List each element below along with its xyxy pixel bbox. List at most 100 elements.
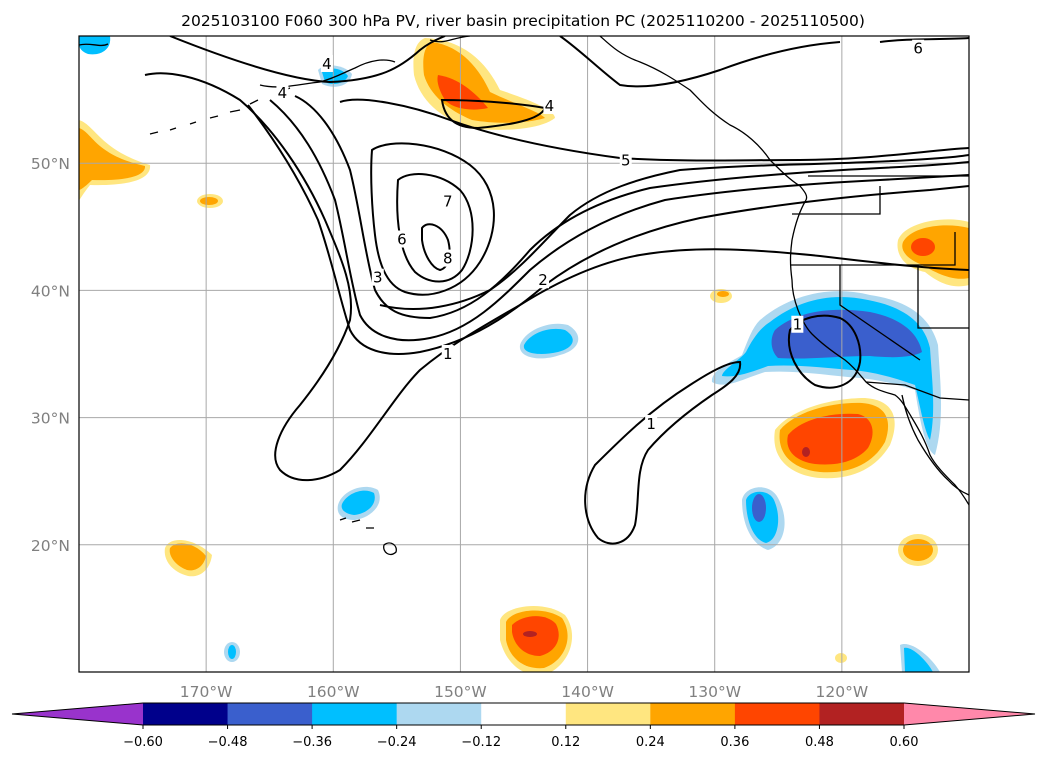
colorbar-segment <box>396 703 482 725</box>
y-tick-labels: 20°N 30°N 40°N 50°N <box>31 155 70 555</box>
colorbar-tick-label: −0.36 <box>292 735 332 750</box>
colorbar-segment <box>227 703 313 725</box>
colorbar-tick-label: −0.12 <box>461 735 501 750</box>
colorbar-segment <box>143 703 229 725</box>
pv-contour-6 <box>370 142 495 296</box>
colorbar-tick-label: −0.24 <box>377 735 417 750</box>
y-tick-label: 30°N <box>31 410 70 428</box>
precip-patch-se-core <box>903 539 933 561</box>
precip-neg-baja-core <box>752 494 766 522</box>
colorbar: −0.60 −0.48 −0.36 −0.24 −0.12 0.12 0.24 0.36 0.4… <box>11 702 1036 750</box>
x-tick-label: 150°W <box>434 683 487 701</box>
pv-contour-label: 7 <box>443 192 453 210</box>
pv-contour-2 <box>247 104 969 355</box>
colorbar-extend-low <box>12 703 143 725</box>
precip-neg-center-core <box>523 328 573 354</box>
colorbar-tick-label: 0.60 <box>890 735 919 750</box>
map-frame <box>78 35 970 673</box>
pv-contour-north-ridge <box>169 36 841 88</box>
coast-baja <box>901 394 969 496</box>
pv-contour-label: 3 <box>373 269 383 287</box>
y-tick-label: 40°N <box>31 282 70 300</box>
precip-neg-dot-core <box>228 645 236 659</box>
coast-alaska <box>79 36 808 201</box>
pv-contour-label: 1 <box>793 316 803 334</box>
colorbar-tick-label: 0.12 <box>551 735 580 750</box>
x-tick-label: 130°W <box>688 683 741 701</box>
pv-contour-label: 2 <box>538 271 548 289</box>
pv-contour-labels: 1 1 1 2 3 4 4 4 5 6 6 7 8 <box>276 39 925 433</box>
aleutian-islands <box>149 87 291 135</box>
pv-contour-3 <box>269 99 969 342</box>
pv-label-bg <box>619 151 632 169</box>
border-ca-nv <box>839 265 921 361</box>
precip-patch-south-max <box>523 631 537 637</box>
precip-patch-south-peak <box>512 616 559 656</box>
pv-label-bg <box>320 54 333 72</box>
colorbar-tick-label: −0.48 <box>208 735 248 750</box>
border-or-ca <box>790 232 956 266</box>
pv-label-bg <box>371 268 384 286</box>
pv-contour-6-north <box>879 37 969 43</box>
colorbar-segment <box>481 703 567 725</box>
pv-contour-label: 1 <box>443 345 453 363</box>
precip-neg-hawaii-core <box>341 490 375 515</box>
precip-patch-nevada-peak <box>911 238 935 256</box>
colorbar-tick-label: 0.24 <box>636 735 665 750</box>
colorbar-segment <box>819 703 905 725</box>
pv-label-bg <box>645 414 658 432</box>
pv-label-bg <box>912 39 925 57</box>
pv-label-bg <box>441 345 454 362</box>
pv-contour-4-alaska <box>440 98 547 130</box>
pv-contours <box>144 36 969 545</box>
colorbar-extend-high <box>904 703 1035 725</box>
pv-contour-4 <box>294 95 969 320</box>
pv-contour-label: 6 <box>397 231 407 249</box>
pv-label-bg <box>543 96 556 114</box>
x-tick-label: 120°W <box>816 683 869 701</box>
colorbar-tick-label: 0.36 <box>720 735 749 750</box>
precip-patch-sw-core <box>169 543 206 571</box>
pv-label-bg <box>441 249 454 267</box>
precip-dot-3 <box>835 653 847 663</box>
pv-contour-1-ca <box>787 314 862 389</box>
pv-contour-label: 5 <box>621 152 631 170</box>
pv-label-bg <box>441 192 454 210</box>
colorbar-segment <box>565 703 651 725</box>
map-content: 1 1 1 2 3 4 4 4 5 6 6 7 8 <box>79 36 969 672</box>
precip-patch-offshore-max <box>802 447 810 457</box>
precip-dot-2-core <box>717 291 729 297</box>
pv-contour-label: 8 <box>443 250 453 268</box>
pv-label-bg <box>791 315 804 333</box>
colorbar-tick-label: 0.48 <box>805 735 834 750</box>
pv-contour-label: 1 <box>646 415 656 433</box>
precip-dot-1-core <box>200 197 218 205</box>
hawaii-islands <box>339 517 397 556</box>
precip-neg-california-core <box>771 309 922 359</box>
pv-contour-1 <box>144 72 969 482</box>
pv-contour-label: 4 <box>322 55 332 73</box>
border-nv-az <box>917 265 969 329</box>
x-tick-labels: 170°W 160°W 150°W 140°W 130°W 120°W <box>180 683 868 701</box>
pv-contour-label: 4 <box>278 84 288 102</box>
pv-label-bg <box>395 230 408 248</box>
colorbar-segment <box>650 703 736 725</box>
pv-label-bg <box>537 271 550 289</box>
colorbar-segment <box>734 703 820 725</box>
pv-contour-label: 6 <box>913 40 923 58</box>
colorbar-tick-label: −0.60 <box>123 735 163 750</box>
x-tick-label: 140°W <box>561 683 614 701</box>
y-tick-label: 50°N <box>31 155 70 173</box>
x-tick-label: 160°W <box>307 683 360 701</box>
border-mexico <box>865 381 969 401</box>
pv-contour-7 <box>396 173 474 283</box>
precip-neg-se-corner-core <box>904 647 933 672</box>
x-tick-label: 170°W <box>180 683 233 701</box>
y-tick-label: 20°N <box>31 537 70 555</box>
pv-contour-label: 4 <box>545 97 555 115</box>
border-wa-or <box>792 186 881 215</box>
pv-contour-1-south <box>584 360 742 545</box>
chart-title: 2025103100 F060 300 hPa PV, river basin … <box>181 12 865 30</box>
pv-label-bg <box>276 84 289 102</box>
